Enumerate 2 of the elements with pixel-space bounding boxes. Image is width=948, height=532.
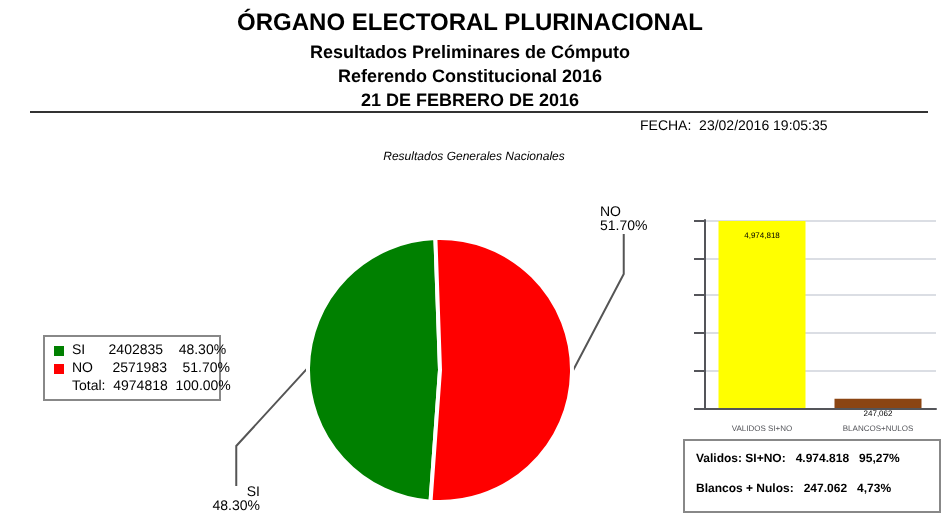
chart-subtitle: Resultados Preliminares de Cómputo Referendo Constitucional 2016 21 DE FEBRERO DE 2016 xyxy=(309,42,632,110)
chart-title: ÓRGANO ELECTORAL PLURINACIONAL xyxy=(237,8,703,36)
